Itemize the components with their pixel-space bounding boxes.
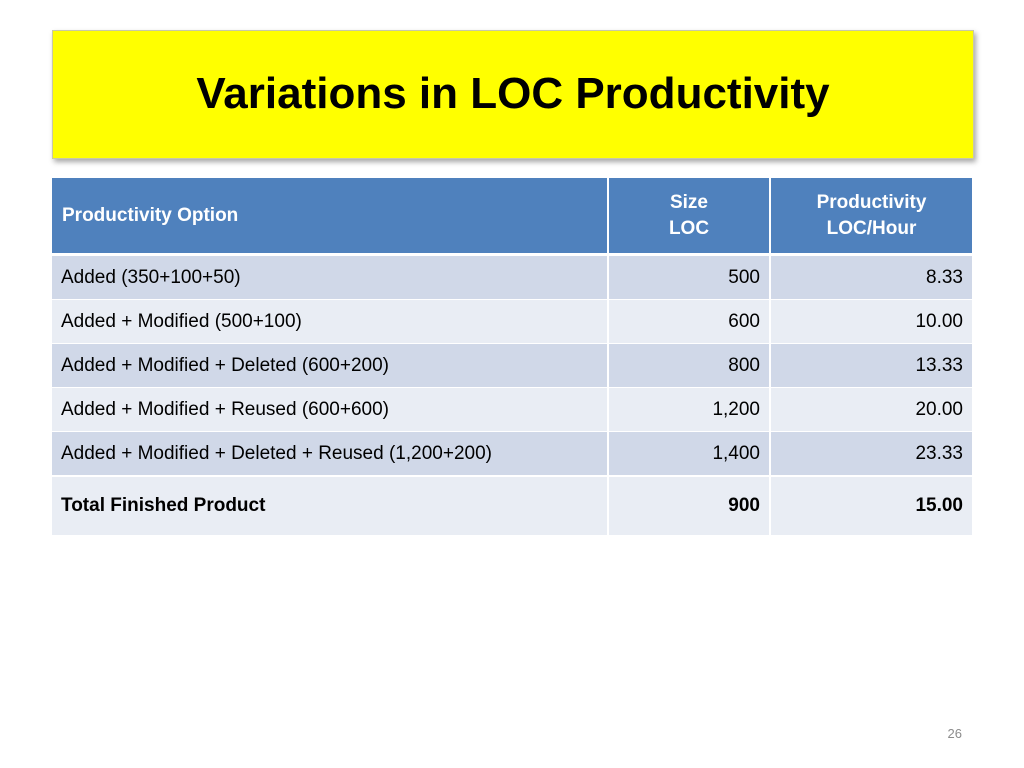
header-productivity-option: Productivity Option	[52, 178, 609, 256]
table-total-row: Total Finished Product 900 15.00	[52, 475, 972, 536]
total-option: Total Finished Product	[52, 475, 609, 536]
table-row: Added + Modified + Reused (600+600) 1,20…	[52, 387, 972, 432]
row-option: Added + Modified + Deleted (600+200)	[52, 343, 609, 388]
header-size-line2: LOC	[668, 217, 710, 239]
row-size: 500	[608, 254, 771, 300]
header-prod-line2: LOC/Hour	[826, 217, 917, 239]
total-size: 900	[608, 475, 771, 536]
productivity-table: Productivity Option Size LOC Productivit…	[52, 178, 972, 536]
row-size: 800	[608, 343, 771, 388]
header-prod-line1: Productivity	[816, 191, 927, 213]
row-option: Added + Modified + Reused (600+600)	[52, 387, 609, 432]
row-option: Added + Modified + Deleted + Reused (1,2…	[52, 431, 609, 477]
row-option: Added (350+100+50)	[52, 254, 609, 300]
table-row: Added + Modified + Deleted (600+200) 800…	[52, 343, 972, 388]
table-row: Added + Modified (500+100) 600 10.00	[52, 299, 972, 344]
header-size-line1: Size	[669, 191, 709, 213]
row-productivity: 13.33	[770, 343, 972, 388]
row-productivity: 23.33	[770, 431, 972, 477]
row-productivity: 8.33	[770, 254, 972, 300]
row-size: 600	[608, 299, 771, 344]
row-size: 1,400	[608, 431, 771, 477]
page-number: 26	[947, 726, 962, 741]
row-size: 1,200	[608, 387, 771, 432]
row-option: Added + Modified (500+100)	[52, 299, 609, 344]
header-size-loc: Size LOC	[608, 178, 771, 256]
row-productivity: 10.00	[770, 299, 972, 344]
table-header-row: Productivity Option Size LOC Productivit…	[52, 178, 972, 256]
slide-title: Variations in LOC Productivity	[196, 68, 830, 118]
table-row: Added + Modified + Deleted + Reused (1,2…	[52, 431, 972, 477]
header-productivity-loc-hour: Productivity LOC/Hour	[770, 178, 972, 256]
total-productivity: 15.00	[770, 475, 972, 536]
row-productivity: 20.00	[770, 387, 972, 432]
table-row: Added (350+100+50) 500 8.33	[52, 254, 972, 300]
title-box: Variations in LOC Productivity	[52, 30, 974, 159]
